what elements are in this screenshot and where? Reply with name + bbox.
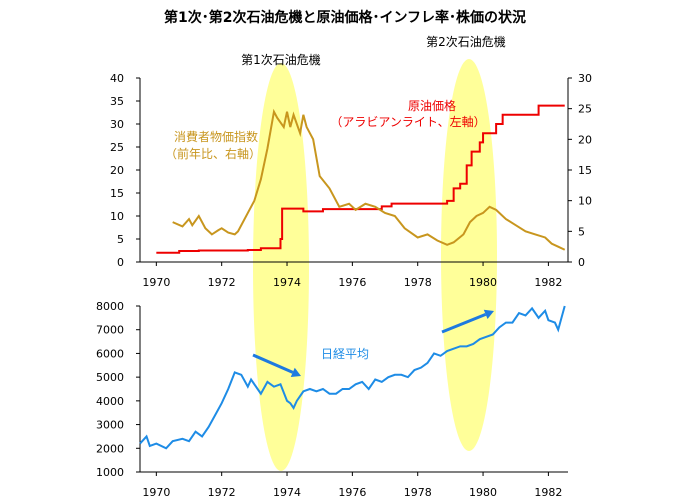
top-left-y-tick-label: 20 [110, 164, 124, 177]
bottom-y-tick-label: 5000 [96, 371, 124, 384]
nikkei-line [139, 305, 566, 450]
bottom-x-tick-label: 1982 [534, 486, 562, 499]
decline-arrow-shaft [252, 353, 294, 374]
bottom-x-tick-label: 1976 [338, 486, 366, 499]
top-x-tick-label: 1980 [469, 276, 497, 289]
top-left-y-tick-label: 0 [117, 256, 124, 269]
second-oil-crisis-label: 第2次石油危機 [426, 34, 506, 49]
top-right-y-tick-label: 30 [578, 72, 592, 85]
top-right-y-tick-label: 5 [578, 225, 585, 238]
bottom-y-tick-label: 1000 [96, 466, 124, 479]
bottom-x-tick-label: 1974 [273, 486, 301, 499]
top-left-y-tick-label: 40 [110, 72, 124, 85]
bottom-y-tick-label: 3000 [96, 419, 124, 432]
bottom-x-tick-label: 1972 [208, 486, 236, 499]
bottom-chart: 1000 2000 3000 4000 5000 6000 7000 8000 1970 1972… [96, 300, 568, 499]
top-chart: 0 5 10 15 20 25 30 35 40 0 5 10 15 20 25 30 1970 1972 1974… [110, 34, 592, 289]
top-x-tick-label: 1976 [338, 276, 366, 289]
cpi-series-label: （前年比、右軸） [165, 146, 261, 161]
oil-price-line [156, 104, 565, 254]
top-right-y-tick-label: 10 [578, 195, 592, 208]
second-oil-crisis-highlight [441, 59, 497, 451]
bottom-y-tick-label: 6000 [96, 347, 124, 360]
top-right-y-tick-label: 15 [578, 164, 592, 177]
first-oil-crisis-label: 第1次石油危機 [241, 52, 321, 67]
top-x-tick-label: 1974 [273, 276, 301, 289]
nikkei-series-label: 日経平均 [321, 347, 369, 361]
bottom-x-tick-label: 1978 [404, 486, 432, 499]
top-left-y-tick-label: 5 [117, 233, 124, 246]
bottom-x-tick-label: 1970 [142, 486, 170, 499]
top-left-y-tick-label: 35 [110, 95, 124, 108]
rise-arrow-head [483, 309, 494, 320]
top-right-y-tick-label: 0 [578, 256, 585, 269]
decline-arrow [252, 353, 301, 377]
oil-series-label: （アラビアンライト、左軸） [330, 114, 485, 129]
bottom-x-tick-label: 1980 [469, 486, 497, 499]
top-left-y-tick-label: 30 [110, 118, 124, 131]
rise-arrow-shaft [441, 312, 487, 334]
bottom-y-tick-label: 7000 [96, 324, 124, 337]
top-x-tick-label: 1982 [534, 276, 562, 289]
bottom-y-tick-label: 8000 [96, 300, 124, 313]
top-left-y-tick-label: 15 [110, 187, 124, 200]
rise-arrow [441, 309, 494, 334]
top-left-y-tick-label: 10 [110, 210, 124, 223]
decline-arrow-head [290, 367, 301, 377]
bottom-y-tick-label: 2000 [96, 442, 124, 455]
cpi-series-label: 消費者物価指数 [174, 129, 258, 144]
top-left-y-tick-label: 25 [110, 141, 124, 154]
top-x-tick-label: 1970 [142, 276, 170, 289]
top-right-y-tick-label: 25 [578, 103, 592, 116]
chart-title: 第1次･第2次石油危機と原油価格･インフレ率･株価の状況 [164, 9, 526, 26]
top-right-y-tick-label: 20 [578, 133, 592, 146]
bottom-y-tick-label: 4000 [96, 395, 124, 408]
top-x-tick-label: 1972 [208, 276, 236, 289]
oil-series-label: 原油価格 [408, 98, 456, 113]
cpi-line [172, 108, 566, 251]
top-x-tick-label: 1978 [404, 276, 432, 289]
